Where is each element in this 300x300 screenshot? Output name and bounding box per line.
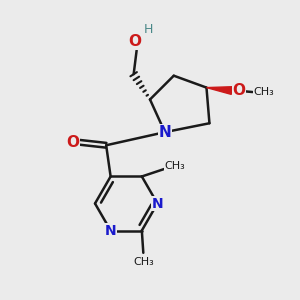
Text: CH₃: CH₃ — [165, 161, 185, 171]
Text: N: N — [158, 125, 171, 140]
Polygon shape — [206, 87, 232, 94]
Text: CH₃: CH₃ — [133, 257, 154, 267]
Text: O: O — [233, 83, 246, 98]
Text: CH₃: CH₃ — [254, 87, 274, 97]
Text: O: O — [129, 34, 142, 49]
Text: N: N — [152, 196, 163, 211]
Text: H: H — [144, 22, 153, 35]
Text: O: O — [66, 135, 80, 150]
Text: N: N — [105, 224, 116, 238]
